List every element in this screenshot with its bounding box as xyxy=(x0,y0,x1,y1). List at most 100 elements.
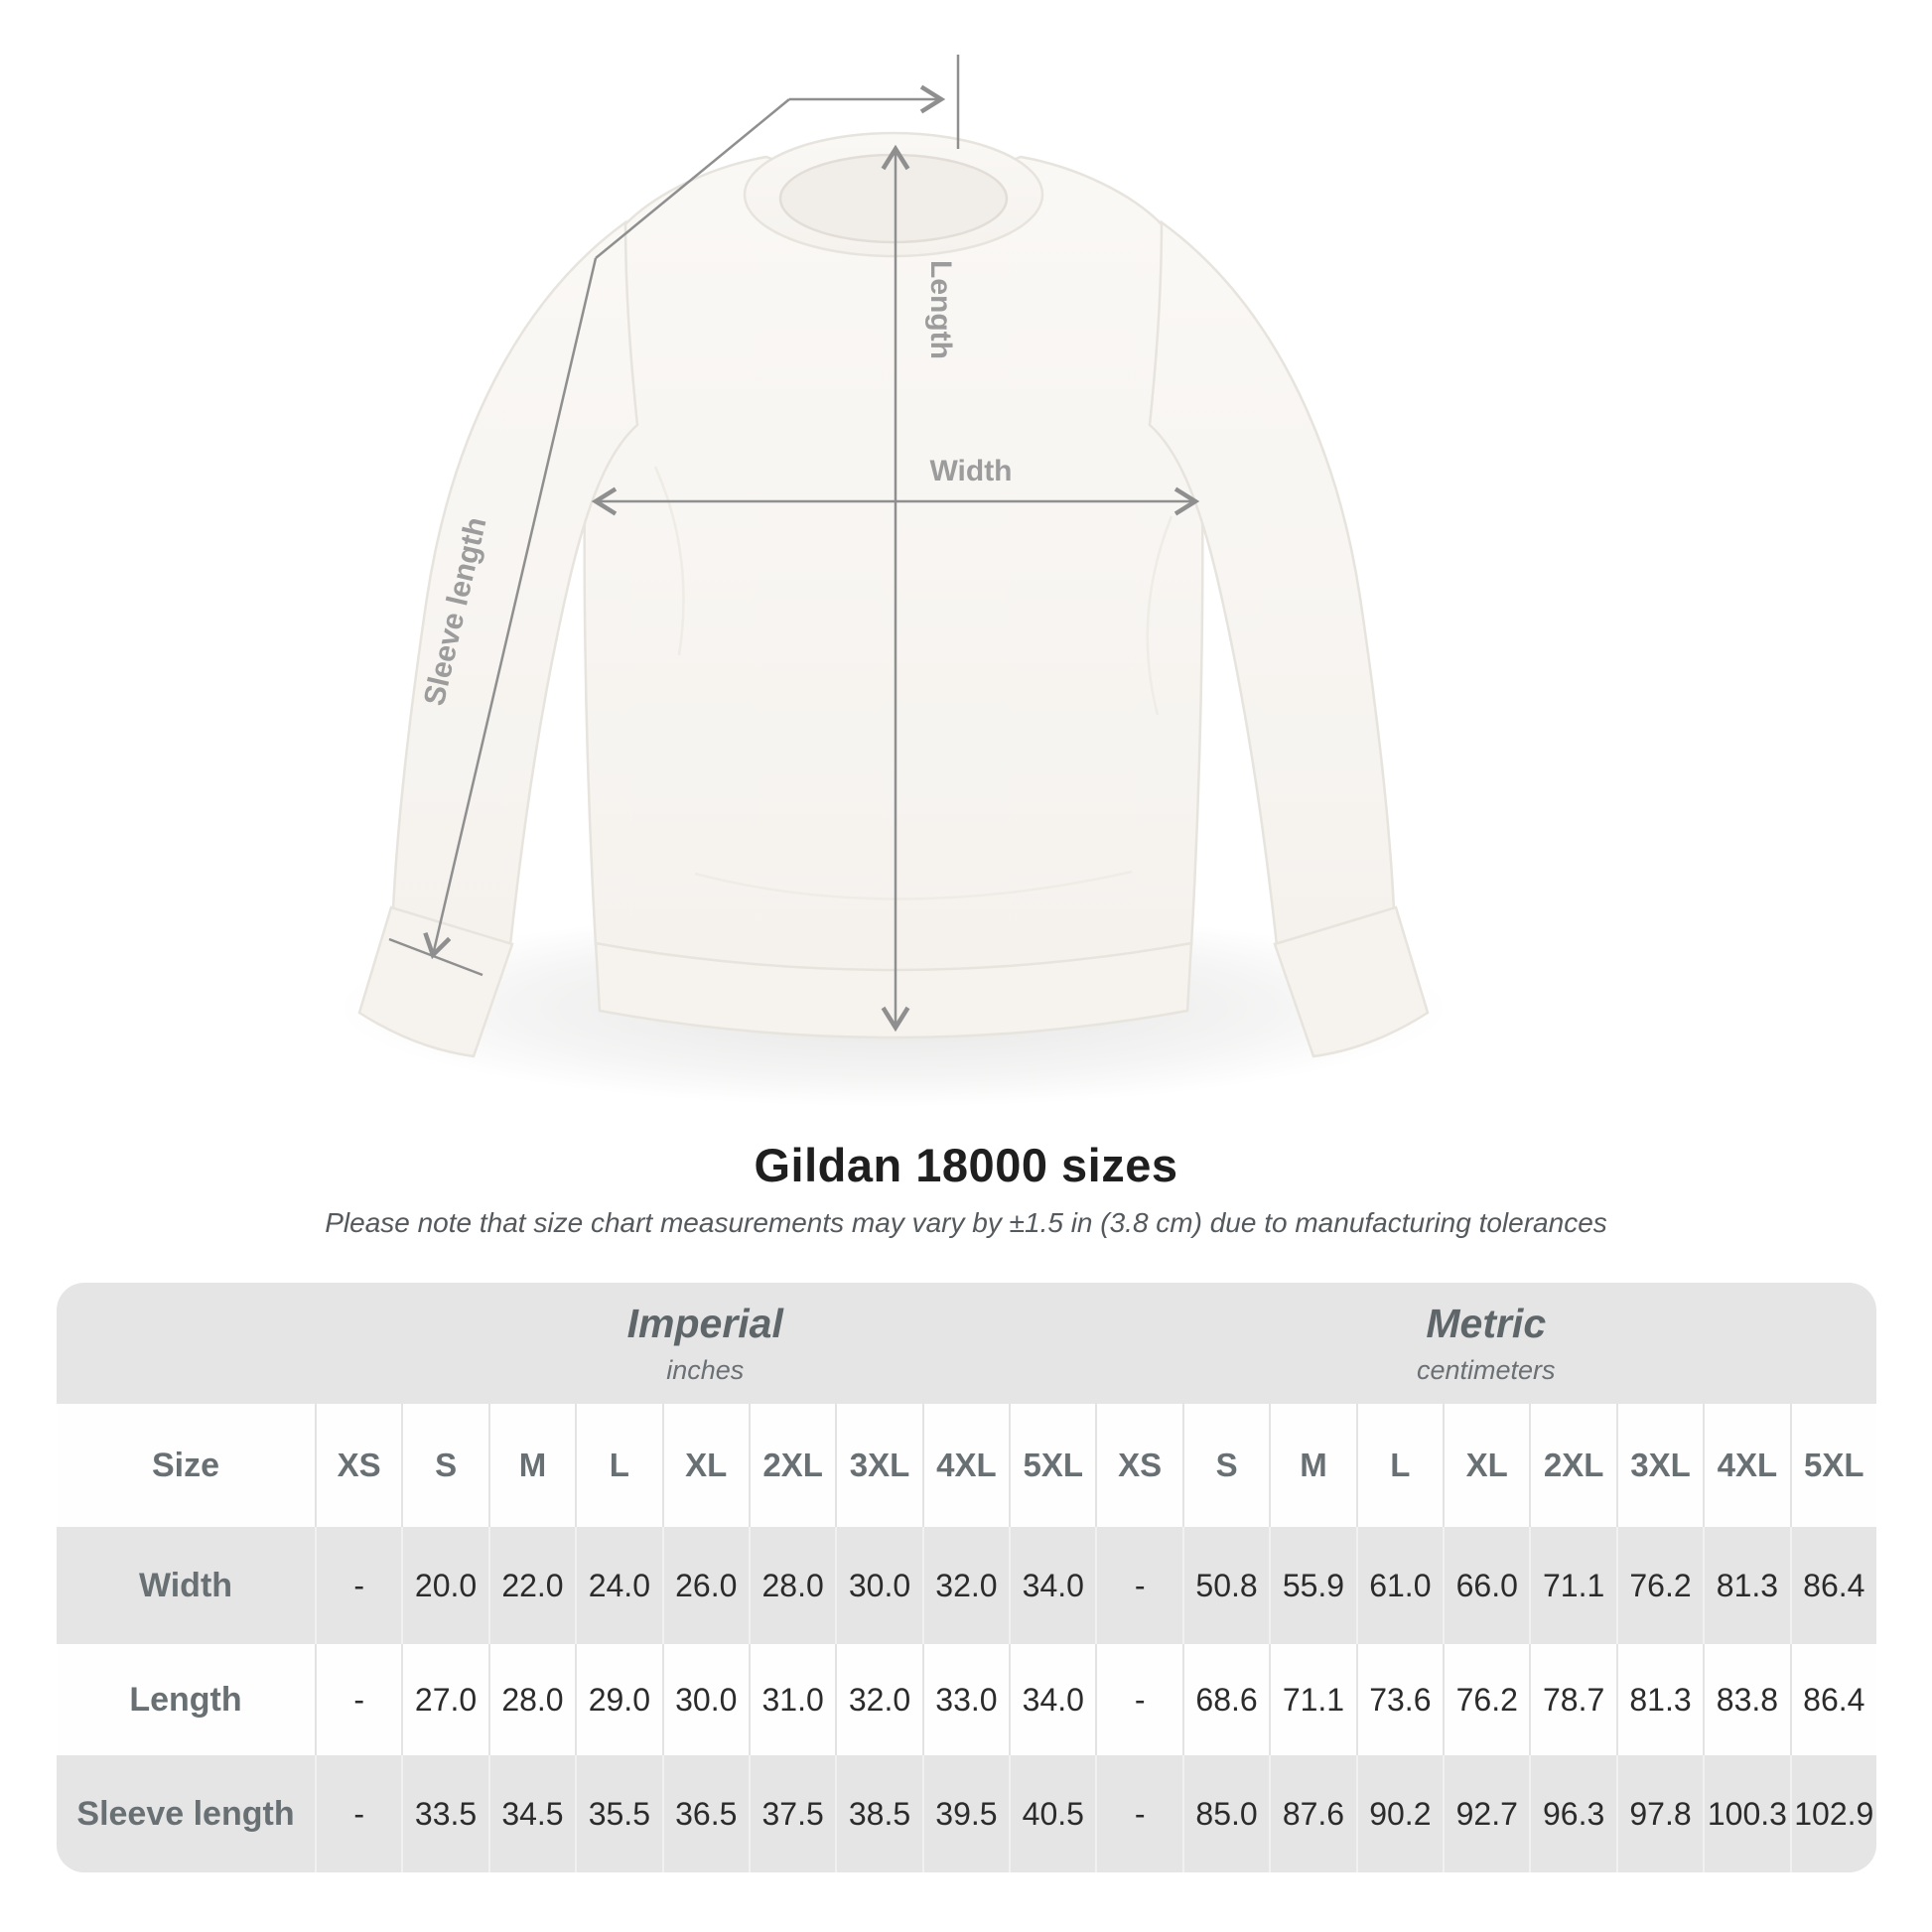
value-cell: 83.8 xyxy=(1703,1644,1789,1755)
value-cell: 38.5 xyxy=(835,1755,921,1872)
size-header-cell: M xyxy=(1269,1404,1355,1527)
unit-name-imperial: Imperial xyxy=(626,1301,783,1346)
sweatshirt-left-sleeve xyxy=(391,219,639,947)
sweatshirt-measurement-diagram: Length Width Sleeve length xyxy=(338,55,1449,1107)
value-cell: - xyxy=(1095,1527,1181,1644)
value-cell: 87.6 xyxy=(1269,1755,1355,1872)
row-label: Sleeve length xyxy=(76,1794,295,1833)
size-header-cell: L xyxy=(1355,1404,1443,1527)
unit-sub-imperial: inches xyxy=(666,1355,745,1385)
sweatshirt-left-cuff xyxy=(357,905,514,1058)
size-header-row: Size XS S M L XL 2XL 3XL 4XL 5XL XS S M L XL 2XL 3XL 4XL 5… xyxy=(57,1404,1876,1527)
value-cell: 96.3 xyxy=(1529,1755,1615,1872)
value-cell: - xyxy=(315,1527,401,1644)
sleeve-measure-shoulder-line xyxy=(595,98,790,259)
value-cell: 32.0 xyxy=(921,1527,1009,1644)
table-row: Length -27.0 28.0 29.0 30.0 31.0 32.0 33.0 34.0-… xyxy=(57,1644,1876,1755)
size-header-cell: 4XL xyxy=(1703,1404,1789,1527)
value-cell: 26.0 xyxy=(661,1527,749,1644)
value-cell: 24.0 xyxy=(575,1527,661,1644)
sweatshirt-right-sleeve xyxy=(1148,219,1396,947)
value-cell: 40.5 xyxy=(1009,1755,1095,1872)
unit-header-row: Imperial inches Metric centimeters xyxy=(57,1283,1876,1404)
value-cell: 27.0 xyxy=(401,1644,487,1755)
size-header-cell: 4XL xyxy=(921,1404,1009,1527)
value-cell: 36.5 xyxy=(661,1755,749,1872)
value-cell: - xyxy=(1095,1644,1181,1755)
value-cell: 81.3 xyxy=(1615,1644,1703,1755)
size-chart-table: Imperial inches Metric centimeters Size X… xyxy=(57,1283,1876,1872)
fabric-crease xyxy=(1146,515,1173,716)
value-cell: - xyxy=(315,1755,401,1872)
value-cell: 32.0 xyxy=(835,1644,921,1755)
unit-sub-metric: centimeters xyxy=(1416,1355,1556,1385)
size-header-cell: S xyxy=(1181,1404,1269,1527)
tolerance-note: Please note that size chart measurements… xyxy=(325,1207,1607,1238)
unit-header-spacer xyxy=(57,1283,315,1404)
value-cell: 78.7 xyxy=(1529,1644,1615,1755)
page-title: Gildan 18000 sizes xyxy=(754,1139,1178,1191)
row-label: Width xyxy=(138,1566,233,1604)
sweatshirt-illustration xyxy=(357,131,1430,1058)
value-cell: 71.1 xyxy=(1529,1527,1615,1644)
size-header-cell: 2XL xyxy=(748,1404,835,1527)
unit-group-imperial: Imperial inches xyxy=(315,1283,1096,1404)
size-header-cell: XS xyxy=(315,1404,401,1527)
sweatshirt-collar-inner xyxy=(778,153,1009,244)
value-cell: 97.8 xyxy=(1615,1755,1703,1872)
value-cell: 28.0 xyxy=(748,1527,835,1644)
value-cell: 73.6 xyxy=(1355,1644,1443,1755)
value-cell: 37.5 xyxy=(748,1755,835,1872)
size-header-cell: XL xyxy=(661,1404,749,1527)
size-header-cell: 3XL xyxy=(1615,1404,1703,1527)
value-cell: 34.0 xyxy=(1009,1644,1095,1755)
size-header-cell: XS xyxy=(1095,1404,1181,1527)
size-header-cell: 5XL xyxy=(1009,1404,1095,1527)
value-cell: 66.0 xyxy=(1443,1527,1529,1644)
size-header-cell: L xyxy=(575,1404,661,1527)
value-cell: 76.2 xyxy=(1615,1527,1703,1644)
value-cell: - xyxy=(1095,1755,1181,1872)
value-cell: 90.2 xyxy=(1355,1755,1443,1872)
row-header-size: Size xyxy=(151,1446,220,1484)
measurement-overlay xyxy=(388,55,1200,1033)
value-cell: 81.3 xyxy=(1703,1527,1789,1644)
value-cell: 86.4 xyxy=(1789,1527,1876,1644)
value-cell: 92.7 xyxy=(1443,1755,1529,1872)
value-cell: 30.0 xyxy=(835,1527,921,1644)
value-cell: 31.0 xyxy=(748,1644,835,1755)
value-cell: 33.5 xyxy=(401,1755,487,1872)
table-row: Sleeve length -33.5 34.5 35.5 36.5 37.5 38.5 39… xyxy=(57,1755,1876,1872)
value-cell: 50.8 xyxy=(1181,1527,1269,1644)
length-measure-label: Length xyxy=(924,260,957,359)
unit-name-metric: Metric xyxy=(1426,1301,1547,1346)
sleeve-measure-arm-line xyxy=(423,257,598,960)
value-cell: 34.5 xyxy=(487,1755,575,1872)
value-cell: 76.2 xyxy=(1443,1644,1529,1755)
value-cell: 85.0 xyxy=(1181,1755,1269,1872)
value-cell: 71.1 xyxy=(1269,1644,1355,1755)
value-cell: 39.5 xyxy=(921,1755,1009,1872)
sweatshirt-right-cuff xyxy=(1273,905,1430,1058)
sleeve-measure-cuff-tick xyxy=(388,937,483,977)
size-header-cell: XL xyxy=(1443,1404,1529,1527)
size-header-cell: 5XL xyxy=(1789,1404,1876,1527)
size-header-cell: M xyxy=(487,1404,575,1527)
value-cell: 20.0 xyxy=(401,1527,487,1644)
value-cell: 102.9 xyxy=(1789,1755,1876,1872)
value-cell: - xyxy=(315,1644,401,1755)
value-cell: 33.0 xyxy=(921,1644,1009,1755)
width-measure-label: Width xyxy=(929,455,1012,487)
value-cell: 28.0 xyxy=(487,1644,575,1755)
sweatshirt-body xyxy=(583,155,1204,974)
size-grid: Size XS S M L XL 2XL 3XL 4XL 5XL XS S M L XL 2XL 3XL 4XL 5… xyxy=(57,1404,1876,1872)
value-cell: 29.0 xyxy=(575,1644,661,1755)
value-cell: 100.3 xyxy=(1703,1755,1789,1872)
value-cell: 86.4 xyxy=(1789,1644,1876,1755)
value-cell: 35.5 xyxy=(575,1755,661,1872)
table-row: Width -20.0 22.0 24.0 26.0 28.0 30.0 32.0 34.0-5… xyxy=(57,1527,1876,1644)
value-cell: 22.0 xyxy=(487,1527,575,1644)
value-cell: 61.0 xyxy=(1355,1527,1443,1644)
size-header-cell: 2XL xyxy=(1529,1404,1615,1527)
